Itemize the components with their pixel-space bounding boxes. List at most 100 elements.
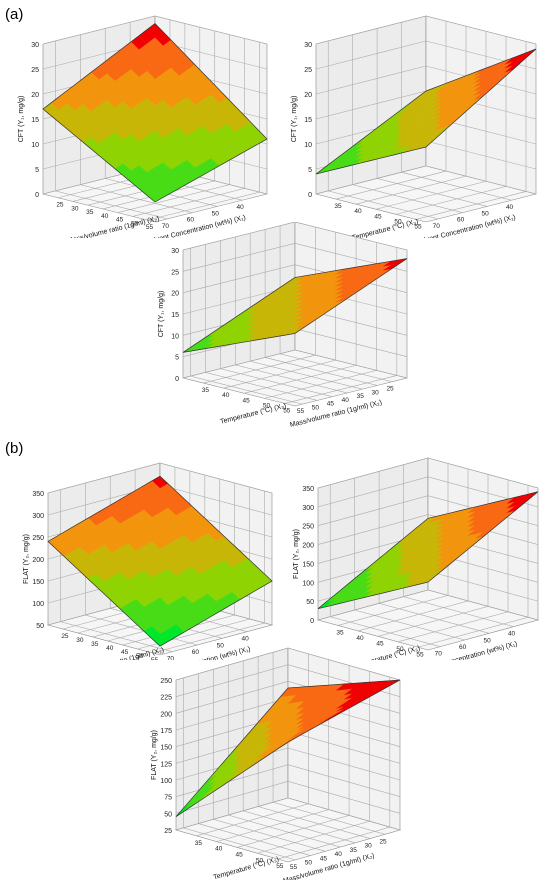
surface-outline — [317, 491, 539, 610]
z-tick-label: 225 — [160, 695, 172, 702]
surface-plot-flat-solvent-massratio: 50 100 150 200 250 300 350 40 50 60 70 25 30 35 40 45 50… — [23, 462, 274, 660]
y-tick-label: 40 — [106, 645, 114, 652]
y-tick-label: 45 — [121, 649, 129, 656]
grid-line-y — [147, 42, 260, 221]
x-tick-label: 50 — [312, 404, 320, 411]
z-tick-label: 0 — [310, 618, 314, 625]
surface-plot-flat-massratio-temperature: 25 50 75 100 125 150 175 200 225 250 25 30 35 40 45 50 5… — [151, 647, 402, 880]
grid-line-y — [415, 41, 527, 220]
z-tick-label: 15 — [31, 117, 39, 124]
surface-plot-cft-massratio-temperature: 0 5 10 15 20 25 30 25 30 35 40 45 50 55 35 40 45 50 55 CFT … — [158, 222, 408, 429]
z-tick-label: 20 — [31, 92, 39, 99]
y-tick-label: 30 — [71, 205, 79, 212]
grid-line-x — [198, 673, 311, 856]
z-tick-label: 150 — [302, 561, 314, 568]
y-tick-label: 25 — [61, 633, 69, 640]
z-axis-title: CFT (Y₁, mg/g) — [291, 96, 298, 143]
grid-line-y — [284, 247, 398, 404]
z-tick-label: 50 — [306, 599, 314, 606]
z-tick-label: 0 — [308, 192, 312, 199]
y-tick-label: 50 — [394, 218, 402, 225]
x-tick-label: 35 — [357, 393, 365, 400]
grid-line-x — [378, 471, 490, 634]
grid-line-y — [264, 242, 377, 399]
y-tick-label: 50 — [263, 402, 271, 409]
y-tick-label: 55 — [416, 651, 424, 658]
x-tick-label: 40 — [508, 631, 516, 638]
z-tick-label: 150 — [32, 579, 44, 586]
x-tick-label: 70 — [167, 656, 175, 660]
y-tick-label: 40 — [222, 392, 230, 399]
grid-line-x — [234, 236, 348, 394]
y-tick-label: 35 — [195, 840, 203, 847]
y-tick-label: 45 — [376, 640, 384, 647]
x-tick-label: 50 — [305, 860, 313, 867]
y-tick-label: 45 — [116, 217, 124, 224]
z-axis-title: FLAT (Y₂, mg/g) — [151, 730, 158, 780]
z-tick-label: 250 — [32, 535, 44, 542]
panel-label-a: (a) — [5, 6, 24, 23]
grid-line-y — [237, 665, 350, 848]
y-tick-label: 40 — [354, 208, 362, 215]
x-tick-label: 40 — [506, 204, 514, 211]
x-tick-label: 40 — [236, 204, 244, 211]
z-tick-label: 200 — [160, 711, 172, 718]
z-tick-label: 10 — [31, 142, 39, 149]
grid-line-x — [376, 28, 488, 207]
z-tick-label: 350 — [302, 486, 314, 493]
z-tick-label: 50 — [164, 811, 172, 818]
x-tick-label: 40 — [241, 636, 249, 643]
grid-line-x — [190, 248, 303, 405]
z-tick-label: 150 — [160, 745, 172, 752]
grid-line-x — [272, 652, 386, 835]
y-tick-label: 35 — [334, 203, 342, 210]
grid-line-y — [152, 491, 265, 654]
y-tick-label: 35 — [336, 629, 344, 636]
z-axis-title: FLAT (Y₂, mg/g) — [23, 534, 30, 584]
grid-line-y — [277, 677, 391, 860]
grid-line-x — [205, 244, 318, 401]
x-tick-label: 50 — [483, 637, 491, 644]
y-tick-label: 25 — [56, 202, 64, 209]
z-axis-title: CFT (Y₁, mg/g) — [158, 291, 165, 338]
z-tick-label: 25 — [304, 67, 312, 74]
x-tick-label: 60 — [459, 644, 467, 651]
grid-line-x — [242, 660, 356, 844]
grid-line-x — [329, 484, 441, 647]
x-tick-label: 25 — [386, 386, 394, 393]
y-tick-label: 40 — [215, 846, 223, 853]
z-tick-label: 20 — [304, 92, 312, 99]
y-tick-label: 50 — [256, 857, 264, 864]
x-tick-label: 55 — [297, 408, 305, 415]
x-tick-label: 55 — [290, 864, 298, 871]
z-tick-label: 10 — [304, 142, 312, 149]
y-tick-label: 45 — [374, 213, 382, 220]
z-tick-label: 175 — [160, 728, 172, 735]
y-tick-label: 55 — [146, 224, 154, 231]
z-tick-label: 25 — [164, 828, 172, 835]
z-tick-label: 350 — [32, 491, 44, 498]
z-axis-title: FLAT (Y₂, mg/g) — [293, 529, 300, 579]
z-tick-label: 25 — [31, 67, 39, 74]
y-tick-label: 35 — [86, 209, 94, 216]
grid-line-x — [352, 34, 463, 213]
z-tick-label: 5 — [35, 167, 39, 174]
surface-outline — [315, 48, 537, 175]
grid-line-y — [395, 36, 507, 215]
y-tick-label: 50 — [131, 220, 139, 227]
x-tick-label: 30 — [372, 389, 380, 396]
z-tick-label: 100 — [32, 601, 44, 608]
z-tick-label: 5 — [308, 167, 312, 174]
grid-line-x — [257, 656, 371, 839]
x-tick-label: 50 — [481, 210, 489, 217]
y-tick-label: 45 — [235, 851, 243, 858]
x-tick-label: 45 — [320, 855, 328, 862]
z-tick-label: 200 — [32, 557, 44, 564]
surface-plot-cft-solvent-temperature: 0 5 10 15 20 25 30 40 50 60 70 35 40 45 50 55 CFT (Y₁, m… — [291, 15, 537, 238]
grid-line-y — [335, 21, 447, 200]
y-tick-label: 50 — [136, 653, 144, 660]
z-tick-label: 30 — [171, 248, 179, 255]
x-tick-label: 30 — [365, 843, 373, 850]
z-axis-title: CFT (Y₁, mg/g) — [18, 96, 25, 143]
grid-line-x — [327, 40, 439, 220]
